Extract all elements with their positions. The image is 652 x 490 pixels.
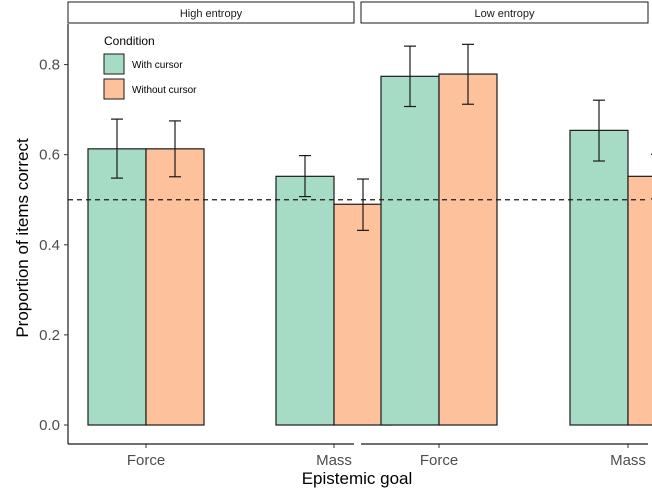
facet-strip: [67, 1, 355, 24]
x-tick-label: Force: [127, 452, 165, 469]
chart-panels: High entropy Force Mass Low entropy Force Mas…: [67, 1, 652, 469]
x-tick-label: Force: [420, 452, 458, 469]
legend-label: Without cursor: [132, 85, 197, 96]
bar: [569, 129, 629, 426]
facet-title: High entropy: [180, 8, 243, 20]
y-axis: 0.0 0.2 0.4 0.6 0.8: [39, 24, 69, 444]
bar: [275, 175, 335, 426]
error-bar: [357, 178, 369, 231]
legend-title: Condition: [104, 34, 155, 48]
y-tick-label: 0.6: [39, 147, 60, 164]
bar: [438, 73, 498, 426]
legend-swatch: [103, 78, 125, 100]
error-bar: [169, 120, 181, 178]
x-axis-title: Epistemic goal: [302, 469, 413, 488]
y-axis-title: Proportion of items correct: [13, 138, 32, 338]
y-tick-label: 0.0: [39, 417, 60, 434]
panel-low-entropy: Low entropy Force Mass: [360, 1, 652, 469]
error-bar: [462, 43, 474, 105]
legend: Condition With cursor Without cursor: [103, 34, 197, 100]
bar: [145, 148, 205, 426]
y-tick-label: 0.8: [39, 57, 60, 74]
facet-title: Low entropy: [475, 8, 535, 20]
panel-high-entropy: High entropy Force Mass: [67, 1, 393, 469]
bar: [380, 75, 440, 426]
y-tick-label: 0.2: [39, 327, 60, 344]
legend-label: With cursor: [132, 60, 183, 71]
x-tick-label: Mass: [610, 452, 646, 469]
legend-swatch: [103, 53, 125, 75]
error-bar: [111, 118, 123, 179]
x-tick-label: Mass: [316, 452, 352, 469]
facet-strip: [360, 1, 649, 24]
error-bar: [299, 155, 311, 198]
error-bar: [593, 99, 605, 162]
y-tick-label: 0.4: [39, 237, 60, 254]
bar: [627, 175, 652, 426]
error-bar: [404, 45, 416, 108]
bar: [87, 148, 147, 426]
